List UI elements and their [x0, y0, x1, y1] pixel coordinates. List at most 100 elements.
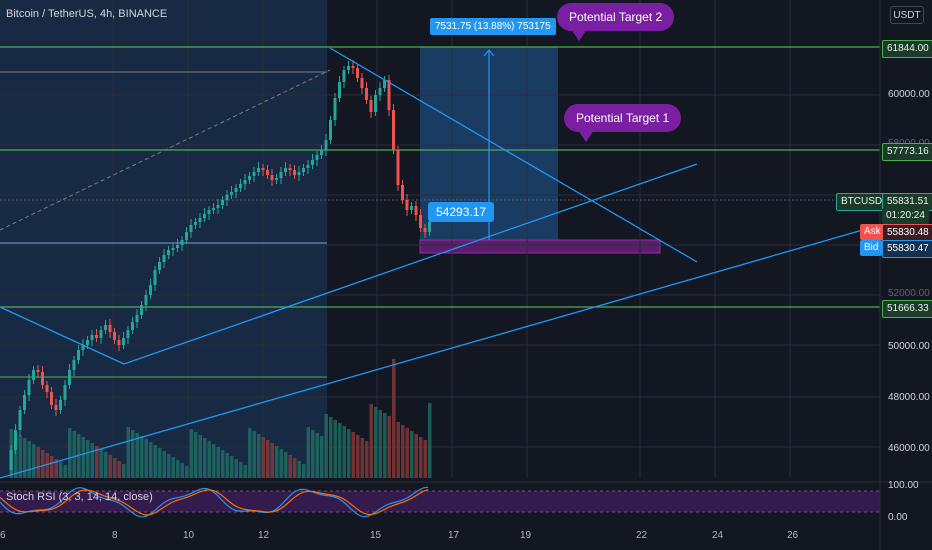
candle-body — [171, 248, 175, 250]
measure-label: 7531.75 (13.88%) 753175 — [430, 18, 556, 35]
candle-body — [405, 200, 409, 210]
candle-body — [45, 385, 49, 392]
dashed-trend — [0, 69, 331, 231]
volume-bar — [45, 453, 49, 478]
volume-bar — [212, 444, 216, 478]
candle-body — [423, 228, 427, 232]
volume-bar — [257, 434, 261, 478]
volume-bar — [293, 458, 297, 478]
downtrend-line — [329, 47, 698, 263]
candle-body — [180, 240, 184, 245]
candle-body — [135, 315, 139, 322]
volume-bar — [144, 439, 148, 478]
volume-bar — [374, 407, 378, 478]
volume-bar — [383, 413, 387, 478]
stoch-rsi-title[interactable]: Stoch RSI (3, 3, 14, 14, close) — [6, 491, 153, 503]
volume-bar — [428, 403, 432, 478]
candle-body — [428, 222, 431, 232]
volume-bar — [194, 432, 198, 478]
candle-body — [333, 98, 337, 120]
osc-tick: 0.00 — [888, 512, 908, 523]
entry-callout: 54293.17 — [428, 202, 495, 222]
symbol-title[interactable]: Bitcoin / TetherUS, 4h, BINANCE — [6, 8, 168, 20]
candle-body — [315, 155, 319, 160]
candle-body — [387, 80, 391, 110]
candle-body — [90, 335, 94, 340]
volume-bar — [414, 434, 418, 478]
volume-bar — [113, 458, 117, 478]
date-tick: 12 — [258, 530, 270, 541]
candle-body — [297, 172, 301, 175]
candle-body — [365, 88, 368, 100]
price-tick: 50000.00 — [888, 341, 930, 352]
candle-body — [32, 370, 35, 380]
volume-bar — [311, 430, 315, 478]
volume-bar — [333, 420, 337, 478]
volume-bar — [284, 452, 288, 478]
candle-body — [279, 172, 283, 178]
candle-body — [293, 170, 296, 175]
uptrend-line — [123, 163, 698, 365]
candle-body — [104, 325, 107, 330]
candle-body — [221, 200, 224, 205]
volume-bars — [9, 359, 432, 478]
candle-body — [131, 322, 134, 330]
volume-bar — [329, 417, 333, 478]
volume-bar — [288, 455, 292, 478]
candle-body — [338, 82, 341, 98]
bid-tag: Bid — [860, 240, 883, 256]
volume-bar — [72, 431, 76, 478]
volume-bar — [32, 444, 36, 478]
candle-body — [410, 206, 413, 210]
volume-bar — [162, 451, 166, 478]
volume-bar — [338, 423, 342, 478]
date-tick: 10 — [183, 530, 195, 541]
volume-bar — [252, 431, 256, 478]
volume-bar — [261, 437, 265, 478]
volume-bar — [135, 433, 139, 478]
candle-body — [261, 168, 265, 170]
price-tick: 46000.00 — [888, 443, 930, 454]
measure-arrowhead — [483, 49, 495, 57]
candle-body — [158, 262, 161, 270]
candle-body — [144, 295, 148, 305]
currency-badge[interactable]: USDT — [890, 6, 924, 24]
volume-bar — [225, 453, 229, 478]
candle-body — [176, 245, 179, 248]
price-tick: 52000.00 — [888, 288, 930, 299]
candle-body — [243, 180, 247, 184]
candle-body — [216, 205, 220, 208]
candle-body — [284, 168, 287, 172]
volume-bar — [14, 432, 18, 478]
volume-bar — [216, 447, 220, 478]
volume-bar — [396, 422, 400, 478]
volume-bar — [270, 443, 274, 478]
candle-body — [311, 160, 314, 165]
volume-bar — [140, 436, 144, 478]
candle-body — [198, 218, 202, 222]
date-tick: 24 — [712, 530, 724, 541]
candle-body — [207, 210, 211, 214]
candle-body — [63, 385, 67, 400]
candle-body — [185, 232, 188, 240]
volume-bar — [401, 425, 405, 478]
candle-body — [288, 168, 292, 170]
candle-body — [149, 285, 152, 295]
date-tick: 19 — [520, 530, 532, 541]
volume-bar — [315, 433, 319, 478]
candle-body — [153, 270, 157, 285]
candle-body — [27, 380, 31, 395]
volume-bar — [117, 461, 121, 478]
volume-bar — [239, 462, 243, 478]
candle-body — [108, 325, 112, 332]
target2-bubble[interactable]: Potential Target 2 — [557, 3, 675, 41]
candle-body — [306, 165, 310, 168]
volume-bar — [18, 435, 22, 478]
target1-bubble[interactable]: Potential Target 1 — [564, 104, 682, 142]
candle-body — [113, 332, 116, 340]
volume-bar — [347, 429, 351, 478]
volume-bar — [392, 359, 396, 478]
volume-bar — [90, 443, 94, 478]
volume-bar — [149, 442, 153, 478]
